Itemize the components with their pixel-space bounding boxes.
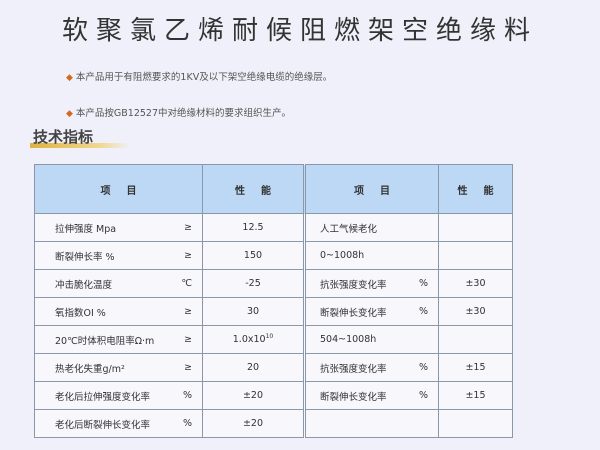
header-item-label: 项目	[354, 185, 406, 197]
value-text: 1.0x10	[232, 334, 266, 346]
item-unit: %	[172, 409, 203, 438]
value-text: 20	[246, 362, 260, 373]
item-unit	[408, 325, 439, 354]
item-unit	[408, 241, 439, 270]
value-text: ±20	[242, 418, 264, 429]
item-value: ±30	[438, 269, 513, 298]
spec-table: 项目 性能 项目 性能 拉伸强度 Mpa ≥12.5 人工气候老化 断裂伸长率 % ≥1…	[34, 164, 513, 438]
item-name: 504~1008h	[303, 325, 408, 354]
item-unit	[408, 213, 439, 242]
item-value: 1.0x1010	[202, 325, 305, 354]
item-value: 20	[202, 353, 305, 382]
item-unit: %	[408, 297, 439, 326]
value-text: ±20	[242, 390, 264, 401]
item-unit: %	[408, 381, 439, 410]
section-title: 技术指标	[33, 128, 94, 146]
item-name: 人工气候老化	[303, 213, 408, 242]
item-value: 150	[202, 241, 305, 270]
item-unit	[408, 409, 439, 438]
diamond-bullet-icon: ◆	[66, 73, 73, 83]
table-row: 老化后断裂伸长变化率% ±20	[34, 409, 513, 438]
header-item: 项目	[303, 164, 439, 214]
item-name: 断裂伸长变化率	[303, 297, 408, 326]
item-unit: %	[172, 381, 203, 410]
item-unit: ≥	[172, 325, 203, 354]
diamond-bullet-icon: ◆	[66, 109, 73, 119]
table-row: 20℃时体积电阻率Ω·m ≥1.0x1010 504~1008h	[34, 325, 513, 354]
table-row: 氧指数OI % ≥30 断裂伸长变化率% ±30	[34, 297, 513, 326]
exponent: 10	[265, 333, 274, 341]
item-name: 0~1008h	[303, 241, 408, 270]
item-unit: ≥	[172, 353, 203, 382]
bullet-text: 本产品按GB12527中对绝缘材料的要求组织生产。	[75, 108, 292, 119]
item-unit: ℃	[172, 269, 203, 298]
value-text: 12.5	[242, 222, 264, 233]
item-value: ±15	[438, 381, 513, 410]
item-name	[303, 409, 408, 438]
value-text: 30	[246, 306, 260, 317]
item-name: 老化后断裂伸长变化率	[34, 409, 172, 438]
item-value: ±30	[438, 297, 513, 326]
item-value: ±15	[438, 353, 513, 382]
item-value	[438, 325, 513, 354]
value-text: 150	[243, 250, 263, 261]
item-unit: ≥	[172, 241, 203, 270]
table-row: 老化后拉伸强度变化率% ±20 断裂伸长变化率% ±15	[34, 381, 513, 410]
section-underline	[30, 143, 130, 148]
header-performance: 性能	[202, 164, 305, 214]
item-name: 断裂伸长率 %	[34, 241, 172, 270]
header-item-label: 项目	[100, 185, 153, 197]
item-value	[438, 241, 513, 270]
item-name: 热老化失重g/m²	[34, 353, 172, 382]
bullet-item: ◆ 本产品按GB12527中对绝缘材料的要求组织生产。	[66, 108, 291, 120]
item-value: 30	[202, 297, 305, 326]
item-value	[438, 409, 513, 438]
item-value	[438, 213, 513, 242]
item-name: 拉伸强度 Mpa	[34, 213, 172, 242]
item-value: -25	[202, 269, 305, 298]
item-value: ±20	[202, 409, 305, 438]
table-row: 冲击脆化温度 ℃ -25 抗张强度变化率% ±30	[34, 269, 513, 298]
table-row: 断裂伸长率 % ≥150 0~1008h	[34, 241, 513, 270]
item-unit: %	[408, 353, 439, 382]
item-name: 断裂伸长变化率	[303, 381, 408, 410]
item-unit: ≥	[172, 297, 203, 326]
bullet-item: ◆ 本产品用于有阻燃要求的1KV及以下架空绝缘电缆的绝缘层。	[66, 72, 332, 84]
item-value: ±20	[202, 381, 305, 410]
header-performance: 性能	[438, 164, 513, 214]
header-item: 项目	[34, 164, 203, 214]
item-value: 12.5	[202, 213, 305, 242]
item-unit: %	[408, 269, 439, 298]
header-performance-label: 性能	[457, 185, 510, 197]
value-text: -25	[245, 278, 261, 289]
page-title: 软聚氯乙烯耐候阻燃架空绝缘料	[61, 16, 538, 46]
item-name: 抗张强度变化率	[303, 269, 408, 298]
item-name: 抗张强度变化率	[303, 353, 408, 382]
header-performance-label: 性能	[235, 185, 287, 197]
table-row: 拉伸强度 Mpa ≥12.5 人工气候老化	[34, 213, 513, 242]
item-name: 老化后拉伸强度变化率	[34, 381, 172, 410]
item-name: 冲击脆化温度	[34, 269, 172, 298]
table-row: 热老化失重g/m² ≥20 抗张强度变化率% ±15	[34, 353, 513, 382]
bullet-text: 本产品用于有阻燃要求的1KV及以下架空绝缘电缆的绝缘层。	[75, 72, 333, 83]
item-unit: ≥	[172, 213, 203, 242]
item-name: 氧指数OI %	[34, 297, 172, 326]
item-name: 20℃时体积电阻率Ω·m	[34, 325, 172, 354]
